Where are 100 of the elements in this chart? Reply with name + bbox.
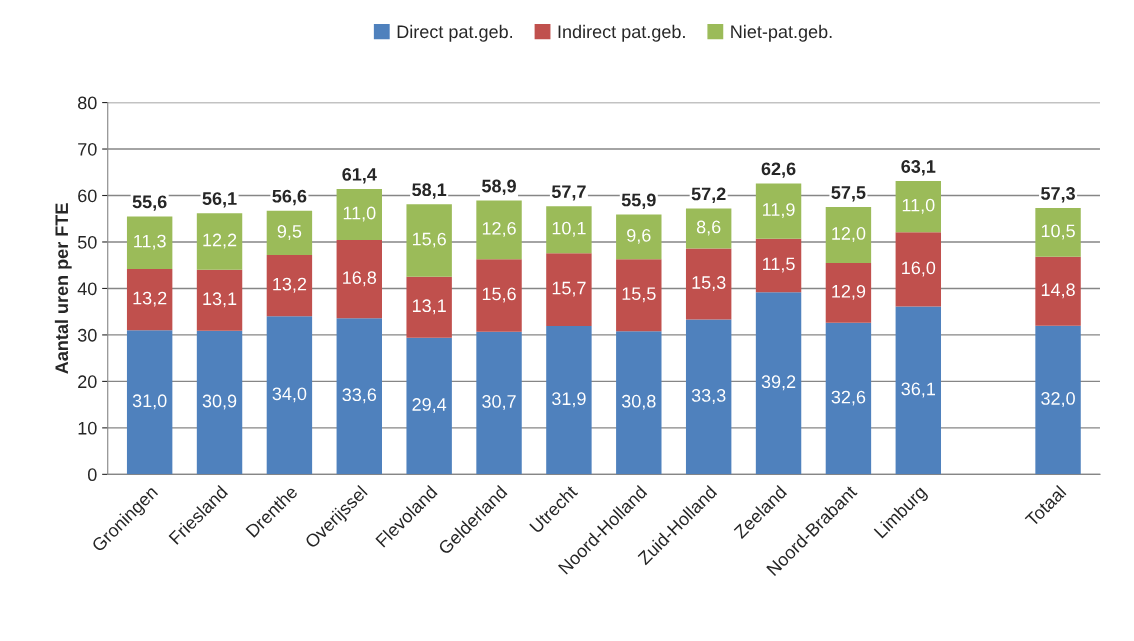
data-label: 9,5: [277, 224, 302, 240]
y-axis-title: Aantal uren per FTE: [54, 203, 72, 374]
legend-label: Indirect pat.geb.: [558, 24, 685, 42]
bar: [895, 181, 942, 233]
data-label: 16,0: [902, 261, 936, 277]
y-tick-label: 0: [87, 468, 97, 482]
bar: [616, 331, 662, 475]
data-label: 14,8: [1041, 283, 1075, 299]
y-tick-label: 50: [77, 235, 97, 249]
data-label: 11,3: [134, 234, 166, 250]
bar: [196, 213, 243, 270]
total-label: 63,1: [901, 160, 936, 176]
data-label: 15,6: [482, 287, 516, 303]
data-label: 32,6: [831, 390, 866, 406]
y-tick-label: 40: [77, 282, 97, 296]
data-label: 13,2: [273, 277, 307, 293]
bar: [616, 214, 662, 260]
bar: [406, 276, 452, 338]
bar: [825, 322, 872, 475]
total-label: 61,4: [342, 168, 377, 184]
data-label: 29,4: [412, 398, 447, 414]
data-label: 12,9: [832, 284, 866, 300]
total-label: 58,1: [412, 183, 447, 199]
data-label: 13,1: [203, 292, 237, 308]
bar: [196, 269, 243, 331]
data-label: 10,1: [552, 221, 586, 237]
data-label: 33,3: [691, 389, 726, 404]
bar: [685, 319, 732, 475]
data-label: 30,8: [621, 394, 656, 410]
data-label: 11,0: [902, 198, 935, 214]
bar: [546, 206, 592, 254]
bar: [895, 306, 942, 475]
bar: [476, 331, 522, 475]
data-label: 8,6: [696, 220, 721, 236]
data-label: 15,5: [622, 287, 656, 303]
data-label: 13,1: [412, 299, 446, 315]
data-label: 31,0: [132, 394, 167, 410]
bar: [825, 207, 872, 263]
data-label: 15,6: [412, 232, 446, 248]
bar: [476, 200, 522, 260]
legend-label: Direct pat.geb.: [397, 24, 512, 42]
bar: [406, 204, 452, 277]
bar: [126, 268, 173, 331]
total-label: 57,2: [691, 187, 726, 203]
bar: [755, 238, 802, 293]
data-label: 33,6: [342, 388, 377, 404]
total-label: 62,6: [761, 162, 796, 178]
total-label: 57,5: [831, 186, 866, 202]
bar: [336, 240, 382, 319]
total-label: 58,9: [482, 179, 516, 196]
data-label: 32,0: [1041, 392, 1075, 407]
data-label: 12,2: [203, 233, 237, 249]
bar: [406, 337, 452, 475]
bar: [266, 210, 313, 255]
data-label: 12,6: [482, 221, 516, 237]
bar: [1035, 208, 1081, 257]
bar: [895, 232, 942, 307]
bar: [616, 259, 662, 332]
data-label: 30,7: [482, 395, 516, 410]
bar: [126, 330, 173, 475]
data-label: 31,9: [552, 392, 586, 408]
total-label: 55,6: [132, 195, 167, 211]
y-tick-label: 10: [78, 421, 97, 435]
data-label: 11,9: [763, 203, 795, 219]
data-label: 10,5: [1041, 224, 1075, 240]
bar: [266, 316, 313, 475]
bar: [336, 318, 382, 475]
data-label: 15,7: [552, 281, 586, 297]
bar: [196, 330, 243, 475]
bar: [755, 292, 802, 475]
bar: [336, 189, 382, 241]
total-label: 55,9: [621, 193, 656, 209]
data-label: 36,1: [901, 382, 935, 398]
legend-label: Niet-pat.geb.: [731, 24, 832, 42]
total-label: 57,3: [1041, 187, 1075, 203]
y-tick-label: 80: [78, 96, 97, 110]
data-label: 11,5: [763, 257, 795, 273]
bar: [1035, 256, 1081, 326]
data-label: 13,2: [133, 291, 167, 307]
total-label: 56,6: [272, 189, 307, 206]
bar: [685, 248, 732, 320]
data-label: 11,0: [343, 206, 376, 222]
bar: [266, 254, 313, 317]
bar: [546, 326, 592, 475]
bar: [685, 208, 732, 249]
total-label: 57,7: [551, 185, 586, 201]
data-label: 16,8: [343, 271, 377, 287]
data-label: 39,2: [761, 375, 796, 391]
data-label: 30,9: [202, 394, 237, 410]
data-label: 9,6: [627, 228, 651, 244]
y-tick-label: 30: [77, 328, 97, 342]
bar: [1035, 325, 1081, 475]
bar: [476, 259, 522, 332]
bar: [546, 253, 592, 327]
data-label: 15,3: [692, 276, 726, 292]
y-tick-label: 70: [78, 142, 97, 156]
bar: [126, 216, 173, 269]
bar: [755, 183, 802, 239]
data-label: 34,0: [272, 387, 307, 403]
bar: [825, 262, 872, 323]
